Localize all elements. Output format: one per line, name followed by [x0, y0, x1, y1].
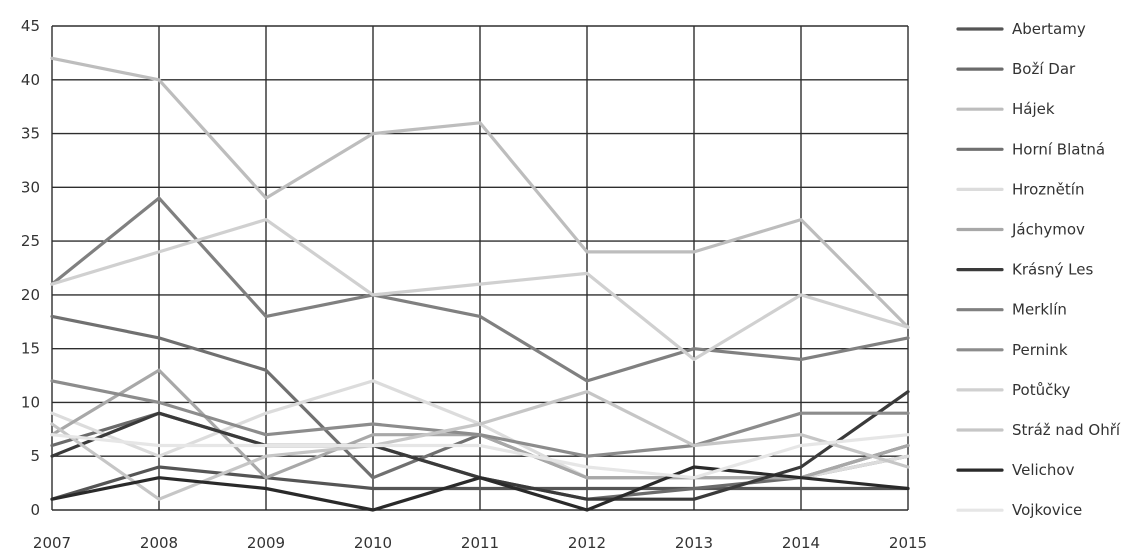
series-line [50, 465, 910, 512]
legend-label: Abertamy [1012, 20, 1086, 38]
legend-label: Velichov [1012, 461, 1075, 479]
y-tick-label: 40 [21, 71, 40, 89]
legend-label: Potůčky [1012, 381, 1070, 399]
series-line [50, 465, 910, 501]
legend-label: Hroznětín [1012, 180, 1084, 198]
x-tick-label: 2011 [461, 534, 499, 552]
chart-series [50, 56, 910, 512]
legend-label: Merklín [1012, 301, 1067, 319]
legend-label: Pernink [1012, 341, 1068, 359]
chart-legend: Abertamy Boží Dar Hájek Horní Blatná Hroznět… [956, 20, 1121, 519]
legend-label: Stráž nad Ohří [1012, 421, 1121, 439]
series-line [50, 196, 910, 383]
series-line [50, 433, 910, 480]
x-tick-label: 2014 [782, 534, 820, 552]
y-tick-label: 15 [21, 340, 40, 358]
x-axis-ticks: 2007 2008 2009 2010 2011 2012 2013 2014 2015 [33, 534, 927, 552]
legend-label: Horní Blatná [1012, 140, 1105, 158]
x-tick-label: 2009 [247, 534, 285, 552]
x-tick-label: 2012 [568, 534, 606, 552]
series-line [50, 56, 910, 329]
y-tick-label: 45 [21, 17, 40, 35]
x-tick-label: 2015 [889, 534, 927, 552]
series-line [50, 379, 910, 458]
y-tick-label: 30 [21, 178, 40, 196]
x-tick-label: 2013 [675, 534, 713, 552]
legend-label: Krásný Les [1012, 261, 1093, 279]
legend-label: Vojkovice [1012, 501, 1082, 519]
y-tick-label: 20 [21, 286, 40, 304]
x-tick-label: 2008 [140, 534, 178, 552]
series-line [50, 218, 910, 361]
y-axis-ticks: 0 5 10 15 20 25 30 35 40 45 [21, 17, 40, 519]
x-tick-label: 2010 [354, 534, 392, 552]
legend-label: Hájek [1012, 100, 1055, 118]
legend-label: Boží Dar [1012, 60, 1076, 78]
y-tick-label: 5 [30, 447, 40, 465]
y-tick-label: 25 [21, 232, 40, 250]
x-tick-label: 2007 [33, 534, 71, 552]
series-line [50, 390, 910, 501]
y-tick-label: 10 [21, 393, 40, 411]
y-tick-label: 35 [21, 125, 40, 143]
legend-label: Jáchymov [1011, 221, 1085, 239]
y-tick-label: 0 [30, 501, 40, 519]
